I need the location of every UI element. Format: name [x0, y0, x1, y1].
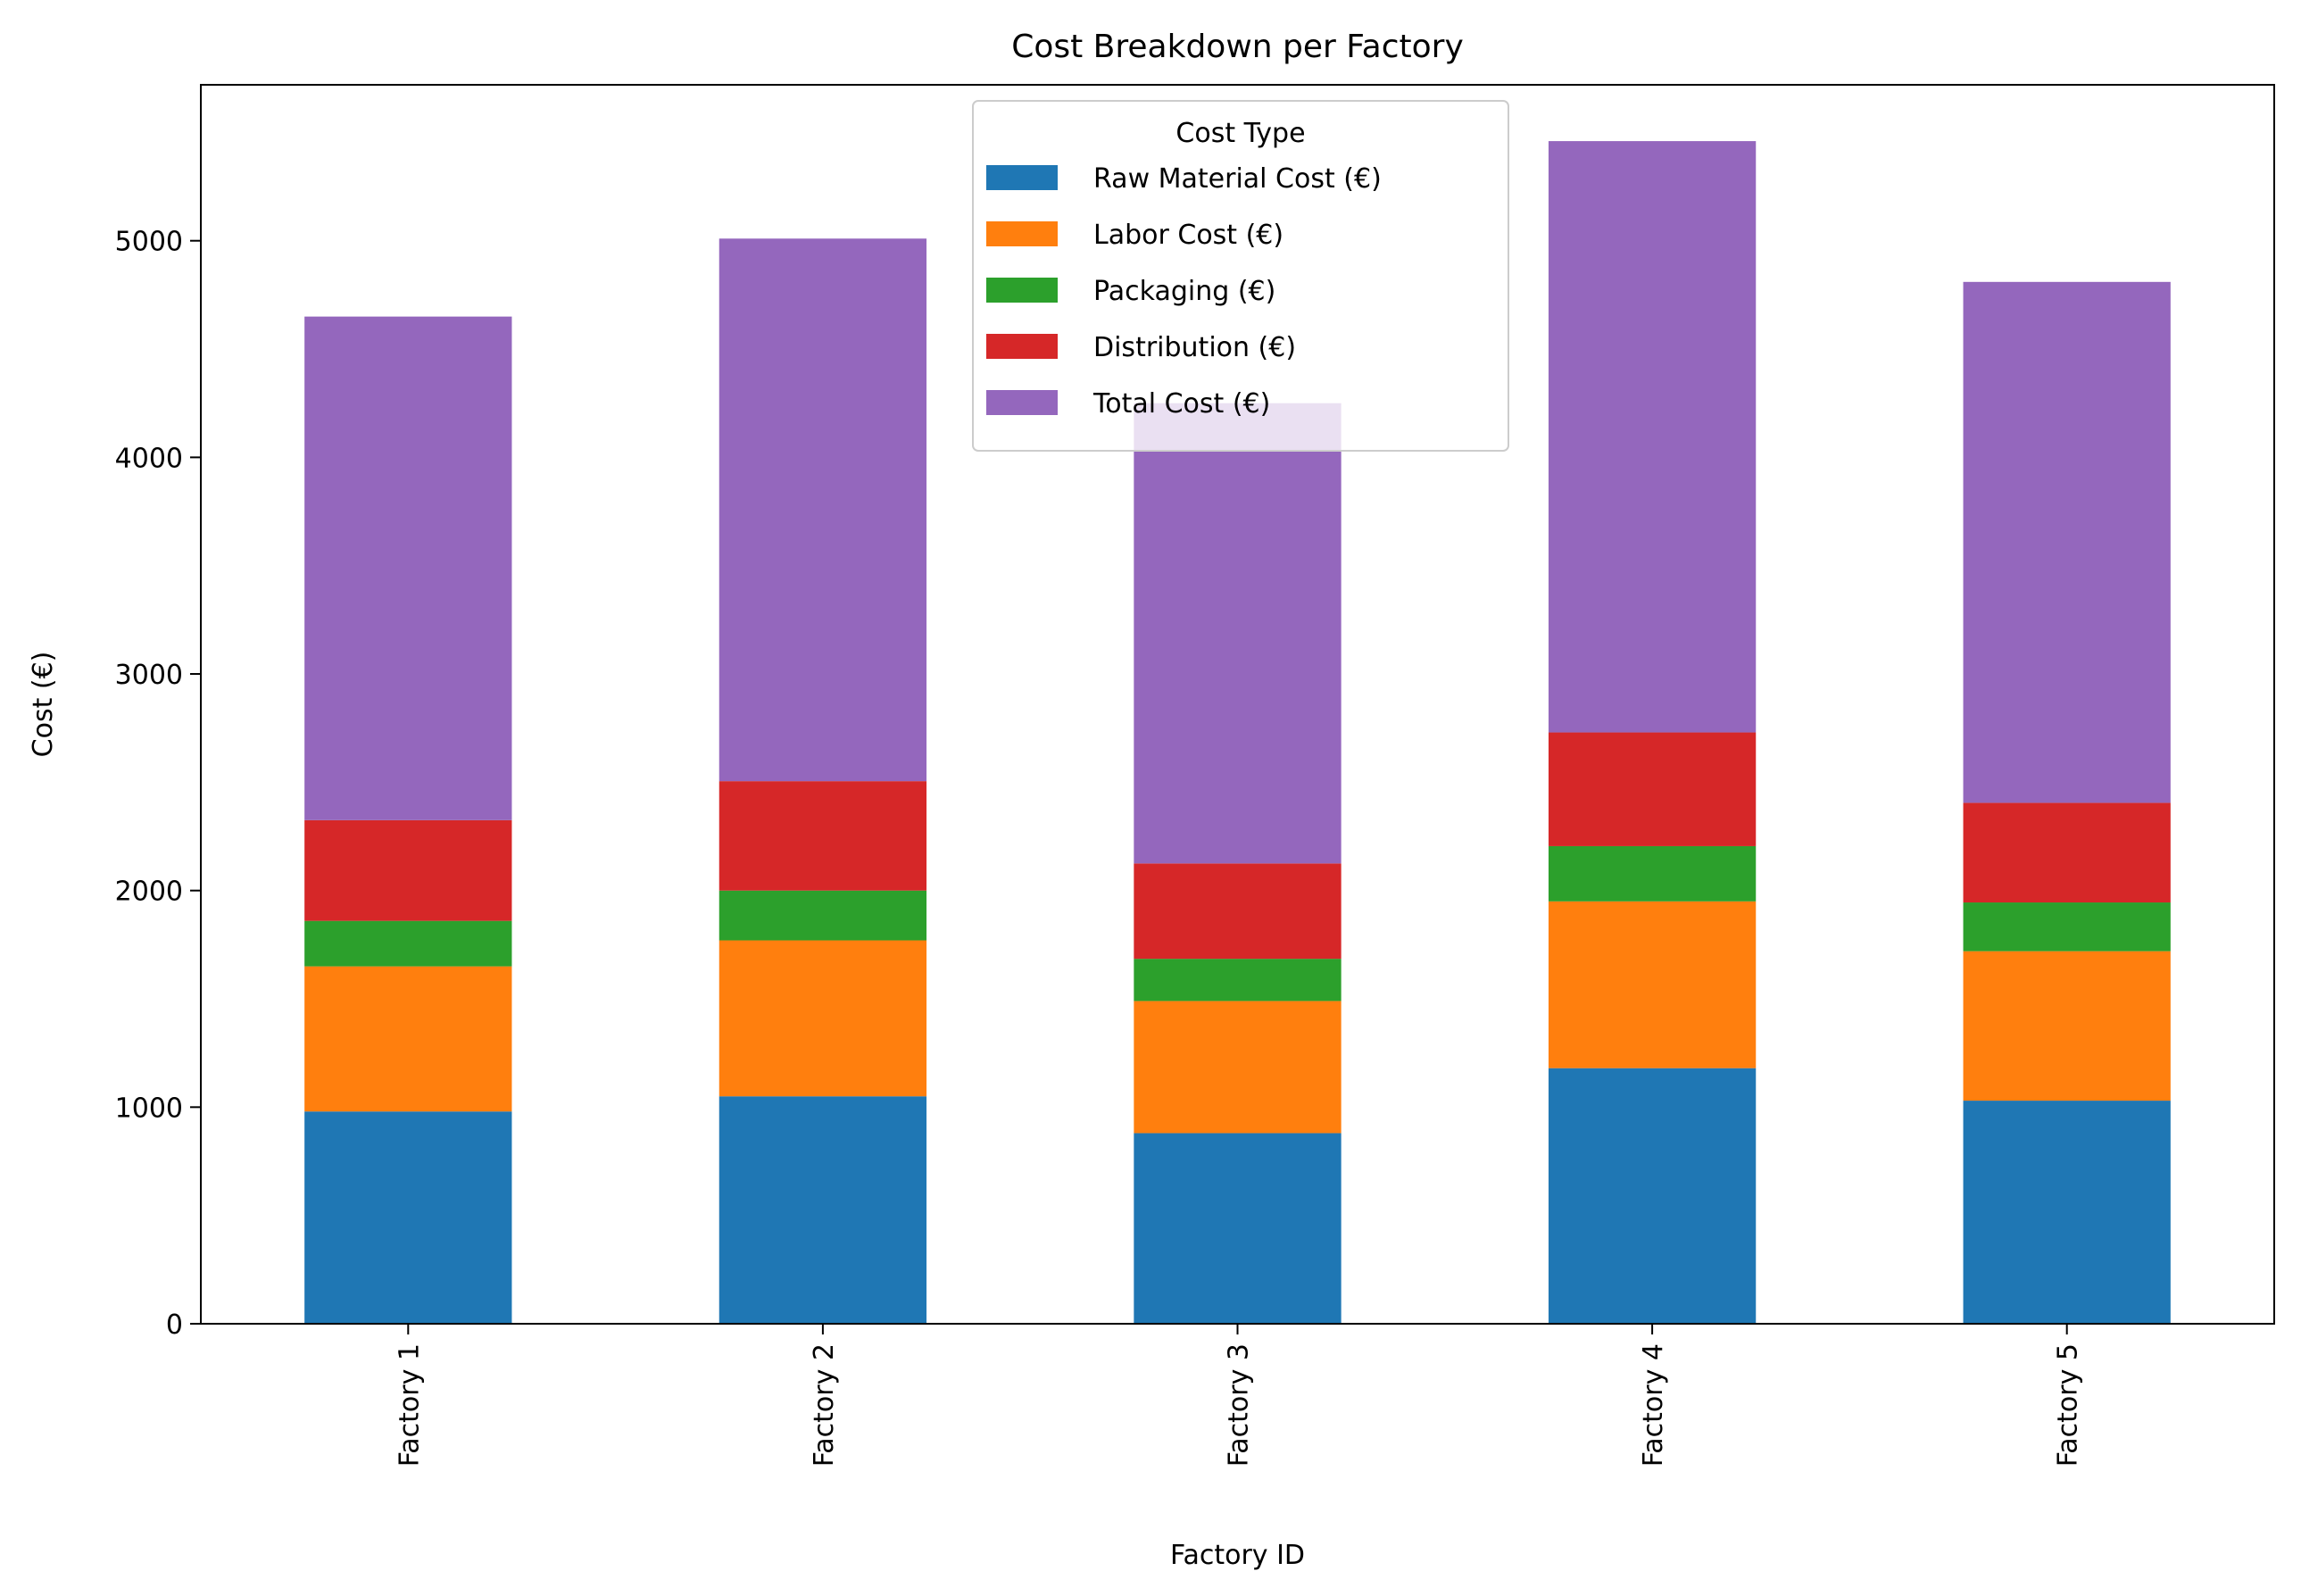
bar-segment-4-series-5: [1548, 141, 1757, 733]
x-tick-label: Factory 5: [2053, 1343, 2084, 1467]
legend-entry-label: Raw Material Cost (€): [1093, 163, 1382, 195]
legend-entry-label: Labor Cost (€): [1093, 220, 1283, 251]
legend-entry-label: Total Cost (€): [1092, 388, 1270, 420]
bar-segment-2-series-4: [719, 781, 927, 891]
legend: Cost Type Raw Material Cost (€) Labor Cost…: [972, 100, 1509, 452]
y-tick-label: 4000: [115, 443, 183, 474]
x-tick-label: Factory 4: [1638, 1343, 1669, 1467]
y-tick-label: 5000: [115, 227, 183, 258]
bar-segment-5-series-4: [1963, 802, 2171, 903]
bar-segment-1-series-3: [304, 920, 512, 967]
bar-segment-4-series-2: [1548, 901, 1757, 1068]
y-tick-label: 1000: [115, 1093, 183, 1124]
bar-segment-4-series-3: [1548, 845, 1757, 902]
legend-entry-label: Distribution (€): [1093, 332, 1296, 363]
bar-segment-1-series-1: [304, 1111, 512, 1324]
bar-segment-1-series-5: [304, 316, 512, 820]
bar-segment-2-series-2: [719, 940, 927, 1097]
legend-box: [972, 100, 1509, 452]
legend-swatch: [986, 278, 1058, 303]
x-axis-label: Factory ID: [1170, 1540, 1305, 1571]
legend-swatch: [986, 390, 1058, 415]
bar-segment-3-series-3: [1134, 959, 1342, 1002]
bar-segment-2-series-3: [719, 890, 927, 941]
bar-segment-4-series-1: [1548, 1068, 1757, 1324]
bar-segment-3-series-4: [1134, 863, 1342, 960]
bar-segment-1-series-2: [304, 966, 512, 1112]
x-tick-label: Factory 2: [809, 1343, 840, 1467]
legend-title: Cost Type: [1175, 118, 1305, 149]
bar-segment-3-series-2: [1134, 1001, 1342, 1134]
legend-swatch: [986, 221, 1058, 246]
y-tick-label: 2000: [115, 877, 183, 908]
bar-segment-2-series-5: [719, 238, 927, 782]
chart-title: Cost Breakdown per Factory: [1011, 29, 1464, 65]
bar-segment-1-series-4: [304, 819, 512, 921]
bar-segment-2-series-1: [719, 1096, 927, 1324]
bar-segment-3-series-1: [1134, 1133, 1342, 1324]
bars-group: [304, 141, 2171, 1324]
bar-segment-5-series-3: [1963, 902, 2171, 952]
x-tick-label: Factory 3: [1224, 1343, 1255, 1467]
legend-swatch: [986, 334, 1058, 359]
axes-group: 0 1000 2000 3000 4000 5000 Factory 1 Factory 2 F…: [115, 84, 2275, 1467]
bar-segment-5-series-1: [1963, 1101, 2171, 1324]
legend-entry-label: Packaging (€): [1093, 276, 1275, 307]
y-axis-label: Cost (€): [28, 652, 59, 758]
bar-segment-5-series-5: [1963, 281, 2171, 803]
bar-segment-5-series-2: [1963, 951, 2171, 1101]
legend-swatch: [986, 165, 1058, 190]
bar-segment-3-series-5: [1134, 403, 1342, 864]
bar-segment-4-series-4: [1548, 732, 1757, 846]
x-tick-label: Factory 1: [394, 1343, 425, 1467]
y-tick-label: 0: [166, 1309, 183, 1341]
y-tick-label: 3000: [115, 660, 183, 691]
